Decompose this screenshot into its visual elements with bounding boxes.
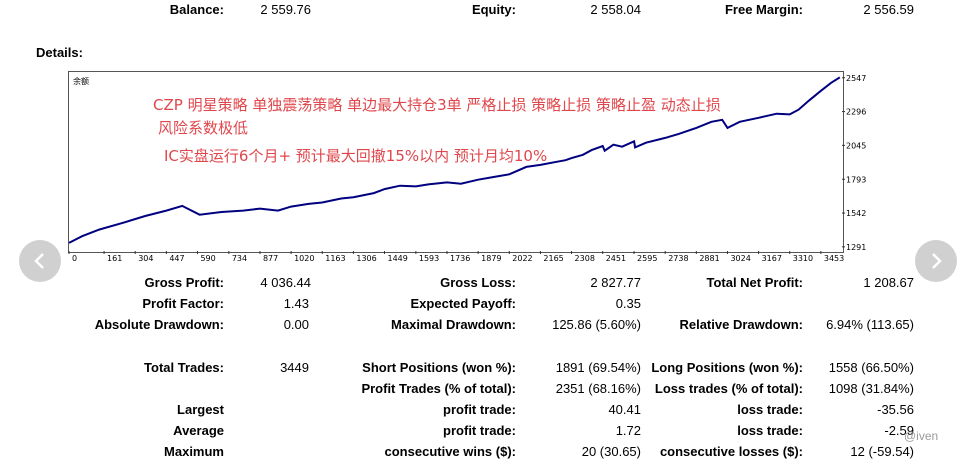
chevron-right-icon (932, 253, 942, 269)
gross-profit-label: Gross Profit: (144, 275, 224, 290)
y-tick-label: 2296 (846, 108, 866, 117)
x-tick-label: 2308 (575, 254, 595, 263)
rel-drawdown-value: 6.94% (113.65) (826, 317, 914, 332)
rel-drawdown-label: Relative Drawdown: (679, 317, 803, 332)
y-tick-label: 1542 (846, 209, 866, 218)
legend-label: 余额 (73, 76, 89, 86)
balance-value: 2 559.76 (260, 2, 311, 17)
total-net-profit-value: 1 208.67 (863, 275, 914, 290)
x-tick-label: 0 (72, 254, 77, 263)
y-tick-label: 2045 (846, 141, 866, 150)
largest-label: Largest (177, 402, 224, 417)
next-button[interactable] (915, 240, 957, 282)
x-tick-label: 3167 (762, 254, 782, 263)
free-margin-value: 2 556.59 (863, 2, 914, 17)
max-drawdown-label: Maximal Drawdown: (391, 317, 516, 332)
x-tick-label: 2451 (606, 254, 626, 263)
x-tick-label: 3310 (793, 254, 813, 263)
free-margin-label: Free Margin: (724, 2, 803, 17)
y-tick-label: 1793 (846, 175, 866, 184)
largest-loss-value: -35.56 (877, 402, 914, 417)
largest-loss-label: loss trade: (737, 402, 803, 417)
x-tick-label: 734 (232, 254, 247, 263)
x-tick-label: 877 (263, 254, 278, 263)
profit-factor-label: Profit Factor: (142, 296, 224, 311)
chevron-left-icon (34, 253, 44, 269)
x-tick-label: 2595 (637, 254, 657, 263)
largest-profit-value: 40.41 (608, 402, 641, 417)
gross-loss-label: Gross Loss: (440, 275, 516, 290)
average-profit-label: profit trade: (443, 423, 516, 438)
profit-factor-value: 1.43 (283, 296, 309, 311)
average-loss-value: -2.59 (884, 423, 914, 438)
x-tick-label: 161 (107, 254, 122, 263)
series-line-0 (68, 76, 841, 244)
chart-annotation: CZP 明星策略 单独震荡策略 单边最大持仓3单 严格止损 策略止损 策略止盈 … (153, 96, 721, 114)
largest-profit-label: profit trade: (443, 402, 516, 417)
x-tick-label: 2022 (512, 254, 532, 263)
x-tick-label: 1449 (388, 254, 408, 263)
prev-button[interactable] (19, 240, 61, 282)
expected-payoff-label: Expected Payoff: (410, 296, 516, 311)
chart-annotation: IC实盘运行6个月+ 预计最大回撤15%以内 预计月均10% (164, 147, 547, 165)
balance-chart (68, 71, 844, 253)
x-tick-label: 1593 (419, 254, 439, 263)
max-consecutive-losses-label: consecutive losses ($): (659, 444, 803, 459)
max-consecutive-losses-value: 12 (-59.54) (850, 444, 914, 459)
short-positions-value: 1891 (69.54%) (555, 360, 641, 375)
expected-payoff-value: 0.35 (615, 296, 641, 311)
x-tick-label: 304 (138, 254, 153, 263)
average-loss-label: loss trade: (737, 423, 803, 438)
equity-value: 2 558.04 (590, 2, 641, 17)
total-trades-label: Total Trades: (144, 360, 224, 375)
profit-trades-label: Profit Trades (% of total): (361, 381, 516, 396)
x-tick-label: 1306 (356, 254, 376, 263)
x-tick-label: 2881 (699, 254, 719, 263)
y-tick-label: 2547 (846, 74, 866, 83)
x-tick-label: 447 (169, 254, 184, 263)
loss-trades-value: 1098 (31.84%) (828, 381, 914, 396)
max-drawdown-value: 125.86 (5.60%) (552, 317, 641, 332)
gross-loss-value: 2 827.77 (590, 275, 641, 290)
x-tick-label: 2738 (668, 254, 688, 263)
average-profit-value: 1.72 (615, 423, 641, 438)
short-positions-label: Short Positions (won %): (362, 360, 516, 375)
maximum-label: Maximum (164, 444, 224, 459)
equity-label: Equity: (471, 2, 516, 17)
x-tick-label: 3024 (730, 254, 750, 263)
details-label: Details: (36, 45, 83, 60)
x-tick-label: 1879 (481, 254, 501, 263)
x-tick-label: 1020 (294, 254, 314, 263)
abs-drawdown-label: Absolute Drawdown: (94, 317, 224, 332)
profit-trades-value: 2351 (68.16%) (555, 381, 641, 396)
long-positions-label: Long Positions (won %): (651, 360, 803, 375)
x-tick-label: 1736 (450, 254, 470, 263)
y-tick-label: 1291 (846, 243, 866, 252)
chart-annotation: 风险系数极低 (158, 119, 248, 137)
abs-drawdown-value: 0.00 (283, 317, 309, 332)
total-trades-value: 3449 (280, 360, 309, 375)
watermark: @iven (904, 429, 939, 443)
total-net-profit-label: Total Net Profit: (706, 275, 803, 290)
x-tick-label: 2165 (543, 254, 563, 263)
average-label: Average (173, 423, 224, 438)
x-tick-label: 3453 (824, 254, 844, 263)
gross-profit-value: 4 036.44 (260, 275, 311, 290)
x-tick-label: 590 (200, 254, 215, 263)
balance-label: Balance: (169, 2, 224, 17)
x-tick-label: 1163 (325, 254, 345, 263)
long-positions-value: 1558 (66.50%) (828, 360, 914, 375)
max-consecutive-wins-value: 20 (30.65) (581, 444, 641, 459)
loss-trades-label: Loss trades (% of total): (654, 381, 803, 396)
max-consecutive-wins-label: consecutive wins ($): (384, 444, 516, 459)
